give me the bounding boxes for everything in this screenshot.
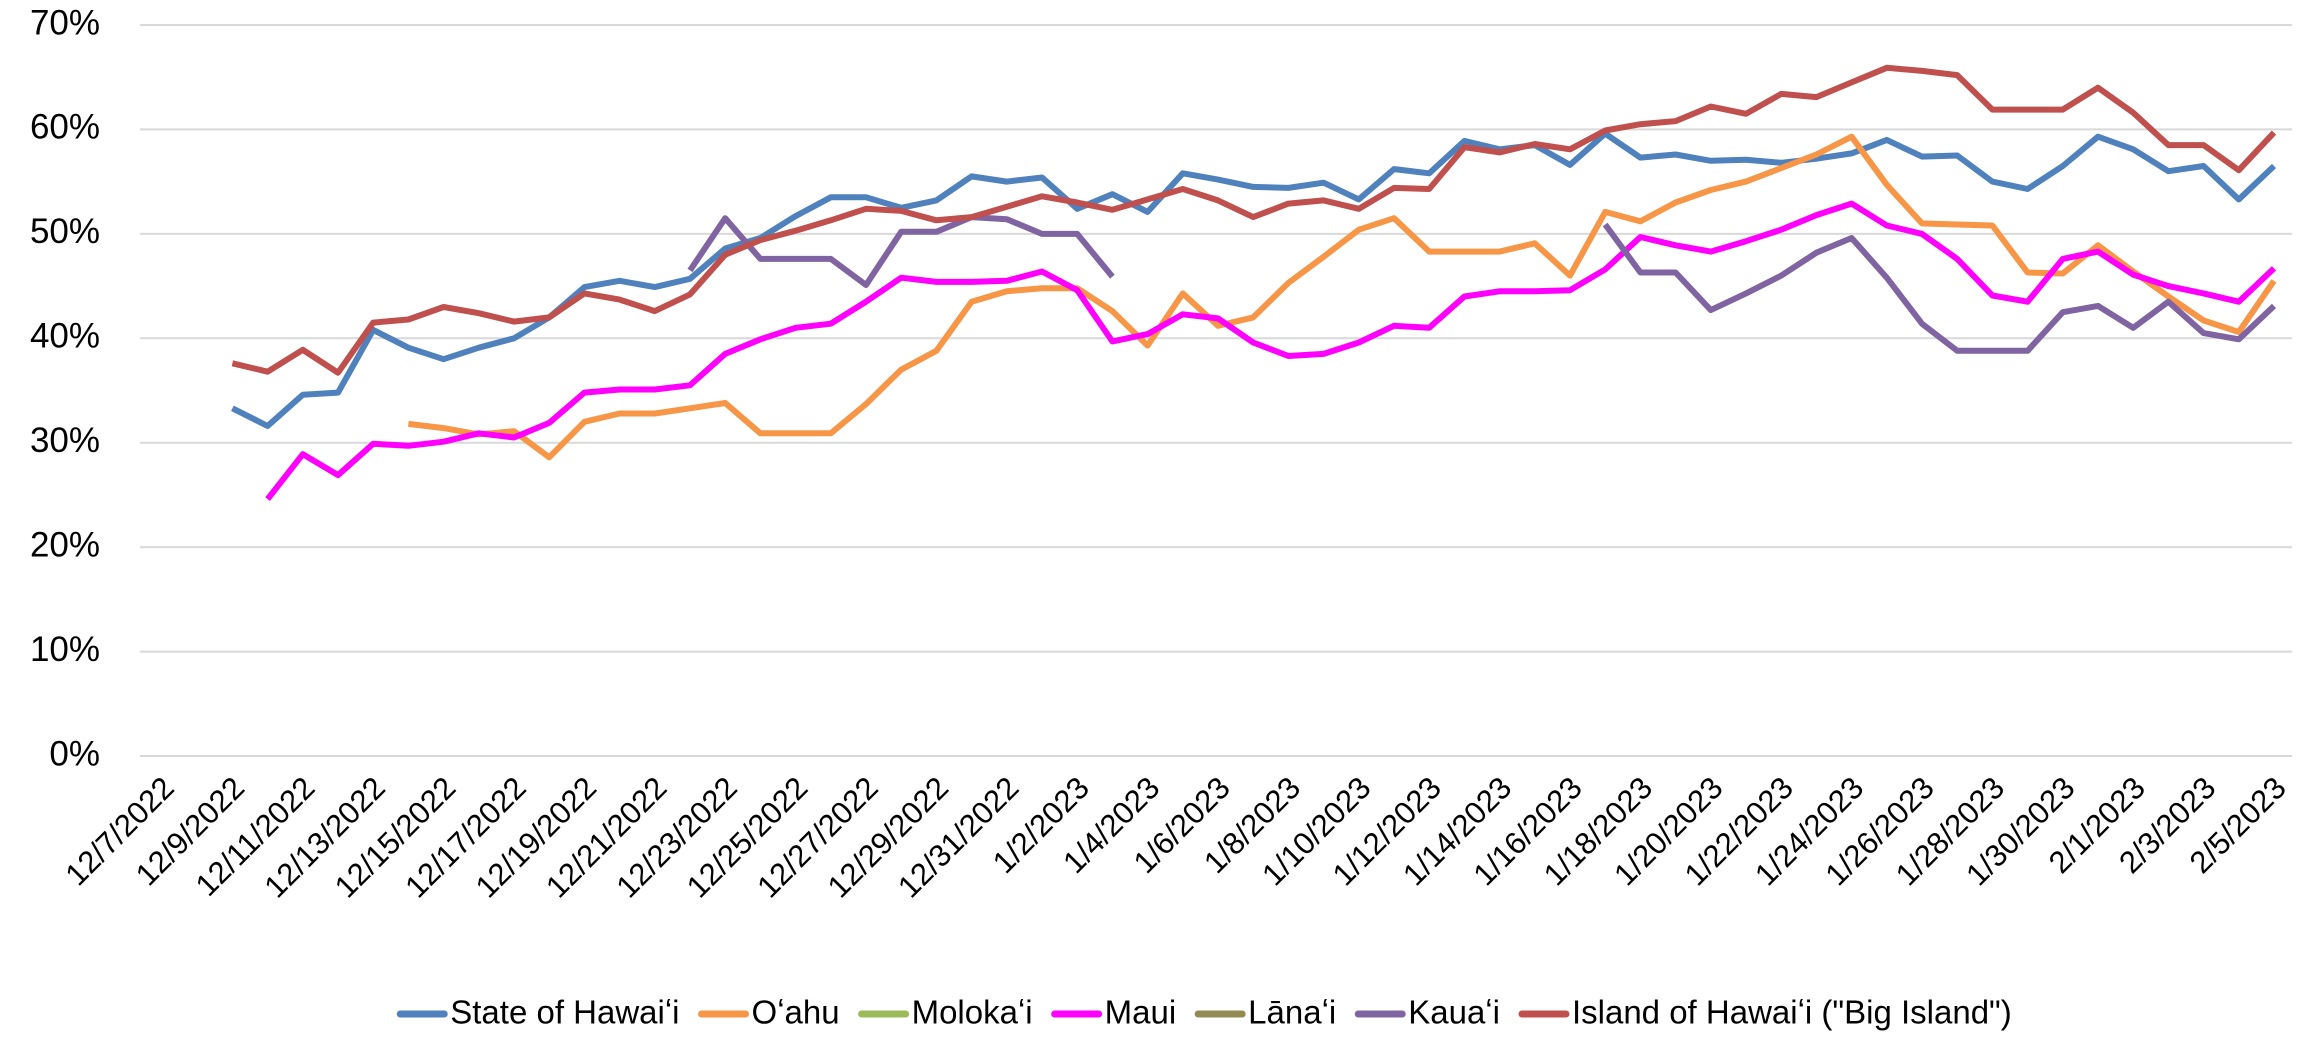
y-tick-label: 30% [30,421,100,460]
legend-label: Molokaʻi [912,994,1033,1031]
y-tick-label: 50% [30,212,100,251]
legend-label: Maui [1105,994,1177,1031]
series-line [687,214,2277,354]
series-line [231,130,2277,429]
y-tick-label: 20% [30,525,100,564]
legend-label: State of Hawaiʻi [450,994,679,1031]
y-tick-label: 70% [30,3,100,42]
series-line [265,200,2277,501]
legend-label: Oʻahu [752,994,840,1031]
legend-label: Island of Hawaiʻi ("Big Island") [1572,994,2012,1031]
legend-label: Kauaʻi [1408,994,1500,1031]
series-line [408,133,2277,461]
series-line [231,64,2277,376]
y-tick-label: 40% [30,317,100,356]
y-tick-label: 60% [30,108,100,147]
legend: State of Hawaiʻi Oʻahu Molokaʻi Maui Lānaʻi K… [396,994,2012,1031]
y-tick-label: 0% [49,734,100,773]
legend-label: Lānaʻi [1248,994,1336,1031]
y-tick-label: 10% [30,630,100,669]
